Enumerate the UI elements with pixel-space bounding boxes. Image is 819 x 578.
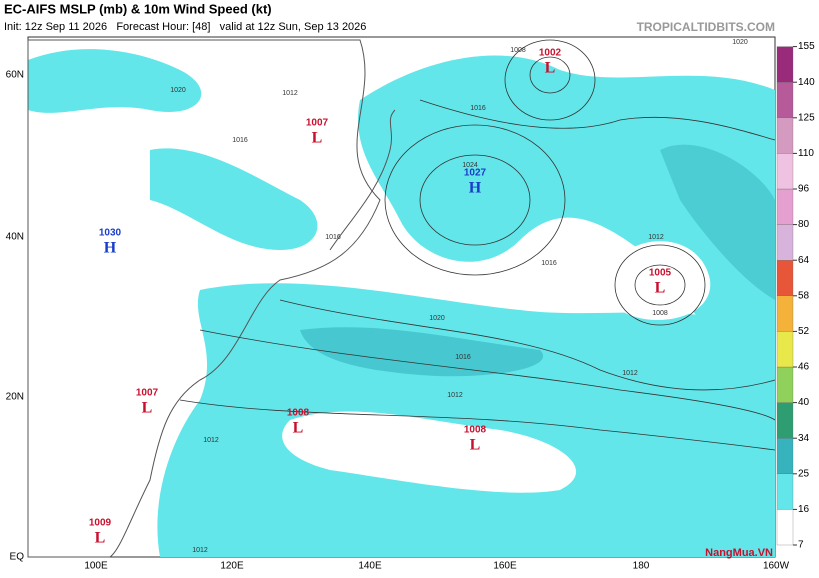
pressure-symbol: L [293, 420, 304, 437]
colorbar-label: 110 [798, 148, 814, 159]
longitude-label: 120E [220, 561, 244, 572]
pressure-symbol: H [469, 180, 482, 197]
colorbar-label: 16 [798, 504, 810, 515]
strong-wind-area [660, 144, 775, 300]
pressure-symbol: L [142, 400, 153, 417]
pressure-symbol: L [545, 60, 556, 77]
pressure-value: 1002 [539, 48, 562, 59]
colorbar-segment [776, 438, 794, 474]
colorbar-segment [776, 509, 794, 546]
wind-area [150, 148, 318, 250]
longitude-label: 180 [633, 561, 650, 572]
colorbar-label: 40 [798, 397, 810, 408]
watermark: NangMua.VN [705, 547, 773, 559]
colorbar-segment [776, 82, 794, 118]
colorbar-label: 125 [798, 112, 815, 123]
colorbar-label: 64 [798, 255, 810, 266]
colorbar-segment [776, 46, 794, 83]
isobar-label: 1008 [510, 47, 526, 54]
colorbar-label: 58 [798, 290, 810, 301]
map-title: EC-AIFS MSLP (mb) & 10m Wind Speed (kt) [4, 1, 272, 16]
coastline [329, 109, 396, 251]
colorbar-label: 155 [798, 41, 815, 52]
pressure-symbol: L [655, 280, 666, 297]
isobar-label: 1012 [203, 437, 219, 444]
isobar-label: 1008 [652, 310, 668, 317]
wind-area [157, 283, 776, 557]
wind-area [358, 55, 775, 381]
colorbar-segment [776, 331, 794, 368]
latitude-label: 40N [6, 232, 24, 243]
pressure-value: 1008 [464, 425, 487, 436]
latitude-label: 60N [6, 70, 24, 81]
colorbar-label: 96 [798, 184, 810, 195]
colorbar-segment [776, 260, 794, 296]
colorbar: 7 16 25 34 40 46 52 58 64 80 96 110 125 140 155 [776, 41, 815, 551]
colorbar-label: 25 [798, 468, 810, 479]
colorbar-segment [776, 295, 794, 332]
colorbar-label: 46 [798, 362, 810, 373]
colorbar-label: 52 [798, 326, 810, 337]
isobar-label: 1012 [192, 547, 208, 554]
calm-area [282, 411, 577, 493]
isobar-label: 1020 [170, 87, 186, 94]
colorbar-segment [776, 473, 794, 510]
pressure-value: 1008 [287, 408, 310, 419]
isobar-label: 1016 [541, 260, 557, 267]
isobar-label: 1012 [622, 370, 638, 377]
strong-wind-area [300, 327, 544, 377]
isobar-label: 1024 [462, 162, 478, 169]
isobar-label: 1012 [447, 392, 463, 399]
isobar-label: 1016 [470, 105, 486, 112]
colorbar-segment [776, 402, 794, 439]
isobar-label: 1020 [732, 39, 748, 46]
colorbar-label: 34 [798, 433, 810, 444]
pressure-value: 1027 [464, 168, 487, 179]
colorbar-segment [776, 117, 794, 154]
colorbar-segment [776, 366, 794, 403]
longitude-label: 160E [493, 561, 517, 572]
map-subtitle: Init: 12z Sep 11 2026 Forecast Hour: [48… [4, 21, 366, 33]
longitude-label: 140E [358, 561, 382, 572]
isobar-label: 1012 [282, 90, 298, 97]
pressure-value: 1007 [136, 388, 159, 399]
isobars [179, 39, 776, 451]
pressure-value: 1009 [89, 518, 112, 529]
isobar-label: 1020 [429, 315, 445, 322]
isobar-label: 1016 [325, 234, 341, 241]
latitude-label: EQ [10, 552, 25, 563]
latitude-label: 20N [6, 392, 24, 403]
pressure-value: 1005 [649, 268, 672, 279]
pressure-symbol: H [104, 240, 117, 257]
colorbar-label: 80 [798, 219, 810, 230]
pressure-symbol: L [312, 130, 323, 147]
isobar-label: 1016 [232, 137, 248, 144]
colorbar-segment [776, 153, 794, 190]
pressure-symbol: L [470, 437, 481, 454]
source: TROPICALTIDBITS.COM [637, 20, 775, 34]
longitude-label: 100E [84, 561, 108, 572]
longitude-label: 160W [763, 561, 790, 572]
colorbar-label: 140 [798, 77, 815, 88]
pressure-value: 1007 [306, 118, 329, 129]
colorbar-segment [776, 188, 794, 225]
coastline [27, 39, 381, 558]
map-area [27, 36, 776, 558]
pressure-value: 1030 [99, 228, 122, 239]
pressure-symbol: L [95, 530, 106, 547]
isobar-label: 1016 [455, 354, 471, 361]
isobar-label: 1012 [648, 234, 664, 241]
colorbar-segment [776, 224, 794, 261]
wind-area [28, 49, 202, 113]
colorbar-label: 7 [798, 540, 804, 551]
calm-area [610, 241, 711, 320]
